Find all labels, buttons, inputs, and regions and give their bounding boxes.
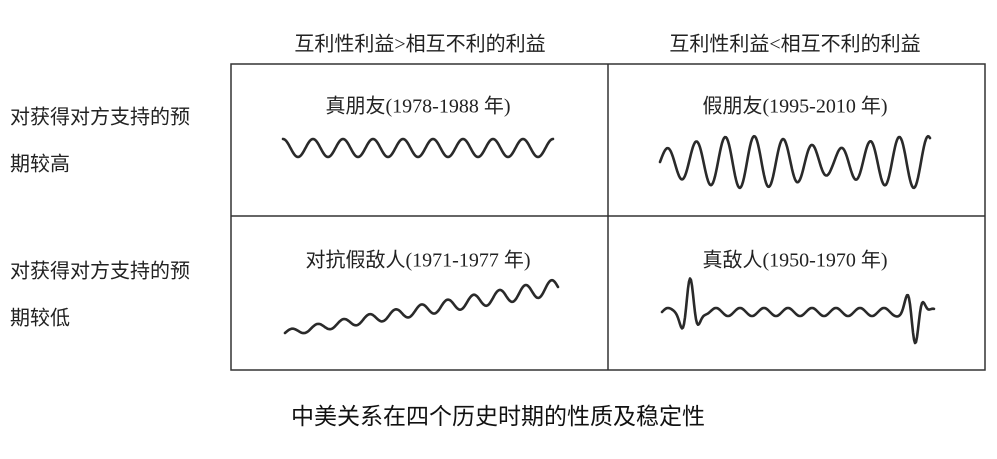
row-header: 期较高	[10, 153, 70, 176]
wave-line	[658, 134, 932, 190]
wave-line	[283, 278, 560, 335]
row-header: 对获得对方支持的预	[10, 260, 190, 283]
column-header: 互利性利益<相互不利的利益	[669, 33, 920, 56]
cell-label: 假朋友(1995-2010 年)	[703, 95, 888, 118]
cell-label: 真朋友(1978-1988 年)	[326, 95, 511, 118]
cell-label: 真敌人(1950-1970 年)	[703, 249, 888, 272]
row-header: 期较低	[10, 307, 70, 330]
wave-line	[281, 137, 555, 159]
column-header: 互利性利益>相互不利的利益	[294, 33, 545, 56]
caption: 中美关系在四个历史时期的性质及稳定性	[291, 403, 705, 429]
wave-line	[660, 277, 936, 345]
row-header: 对获得对方支持的预	[10, 106, 190, 129]
cell-label: 对抗假敌人(1971-1977 年)	[306, 249, 531, 272]
